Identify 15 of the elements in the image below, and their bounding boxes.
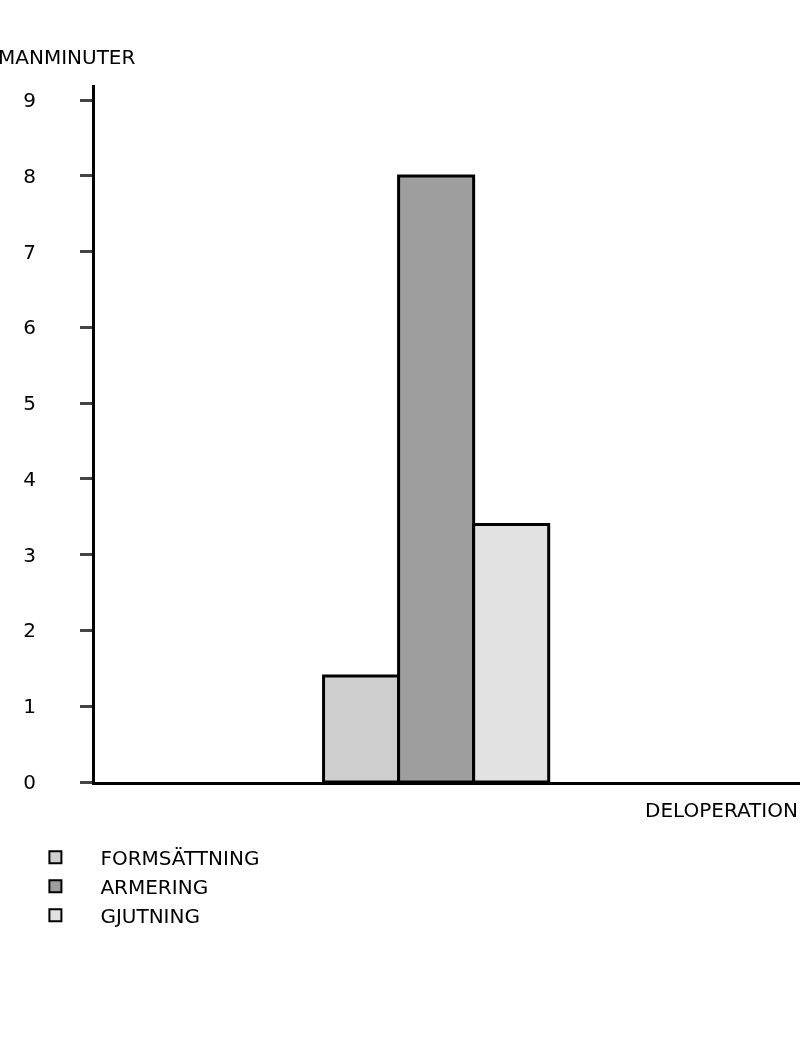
y-tick-label: 3 [23, 542, 36, 567]
y-tick-label: 7 [23, 239, 36, 264]
y-tick-label: 4 [23, 466, 36, 491]
legend-label: FORMSÄTTNING [100, 846, 260, 871]
legend-label: GJUTNING [100, 904, 200, 929]
y-tick-label: 8 [23, 163, 36, 188]
y-tick-label: 6 [23, 315, 36, 340]
y-tick-label: 0 [23, 770, 36, 794]
y-tick-label: 1 [23, 694, 36, 719]
y-tick-label: 2 [23, 618, 36, 643]
y-tick-label: 5 [23, 391, 36, 416]
y-tick-label: 9 [23, 88, 36, 113]
y-axis-title: MANMINUTER [0, 45, 136, 69]
x-axis-title: DELOPERATION [645, 798, 798, 822]
legend-label: ARMERING [100, 875, 209, 900]
